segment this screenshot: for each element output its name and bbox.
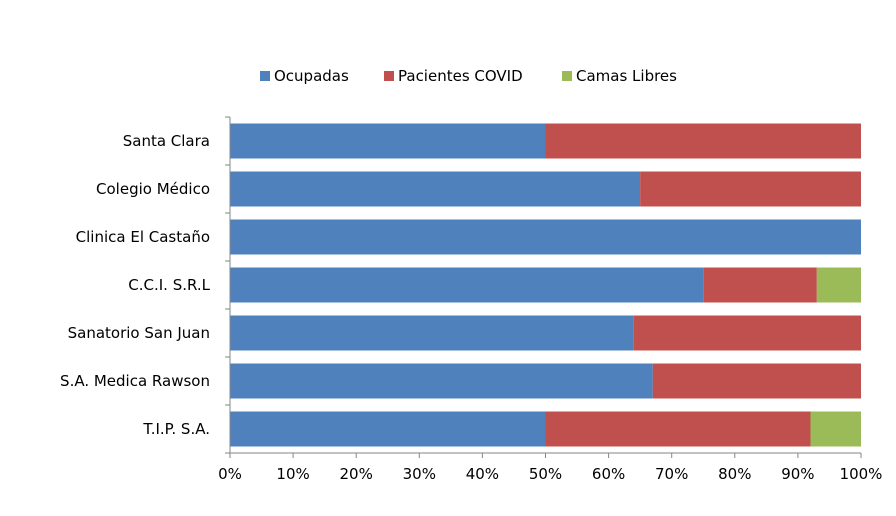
- category-label: S.A. Medica Rawson: [60, 372, 210, 390]
- x-tick-labels: 0% 10% 20% 30% 40% 50% 60% 70% 80% 90% 100%: [218, 465, 882, 483]
- legend-label: Camas Libres: [576, 67, 677, 85]
- x-tick-label: 0%: [218, 465, 242, 483]
- bar-santa-clara-pacientes-covid: [545, 123, 861, 159]
- legend-swatch: [562, 71, 572, 81]
- category-label: Sanatorio San Juan: [68, 324, 210, 342]
- bar-c-c-i-s-r-l-pacientes-covid: [703, 267, 817, 303]
- legend-item-camas-libres: Camas Libres: [562, 67, 677, 85]
- x-tick-label: 60%: [592, 465, 625, 483]
- bar-c-c-i-s-r-l-ocupadas: [230, 267, 704, 303]
- bar-c-c-i-s-r-l-camas-libres: [816, 267, 861, 303]
- bar-s-a-medica-rawson-pacientes-covid: [652, 363, 861, 399]
- x-tick-label: 10%: [276, 465, 309, 483]
- category-label: Colegio Médico: [96, 180, 210, 198]
- x-tick-label: 50%: [529, 465, 562, 483]
- legend-label: Pacientes COVID: [398, 67, 523, 85]
- bars-group: [230, 123, 861, 447]
- category-label: C.C.I. S.R.L: [128, 276, 210, 294]
- bar-sanatorio-san-juan-pacientes-covid: [633, 315, 861, 351]
- category-labels: Santa Clara Colegio Médico Clinica El Cast…: [60, 132, 211, 438]
- bar-colegio-medico-ocupadas: [230, 171, 641, 207]
- legend-item-pacientes-covid: Pacientes COVID: [384, 67, 523, 85]
- bar-s-a-medica-rawson-ocupadas: [230, 363, 653, 399]
- bar-t-i-p-s-a-camas-libres: [810, 411, 861, 447]
- x-tick-label: 70%: [655, 465, 688, 483]
- legend-swatch: [260, 71, 270, 81]
- legend: Ocupadas Pacientes COVID Camas Libres: [260, 67, 677, 85]
- x-tick-label: 20%: [340, 465, 373, 483]
- bar-t-i-p-s-a-ocupadas: [230, 411, 546, 447]
- bar-santa-clara-ocupadas: [230, 123, 546, 159]
- x-tick-label: 90%: [781, 465, 814, 483]
- legend-swatch: [384, 71, 394, 81]
- x-tick-label: 40%: [466, 465, 499, 483]
- legend-item-ocupadas: Ocupadas: [260, 67, 349, 85]
- bar-colegio-medico-pacientes-covid: [640, 171, 861, 207]
- x-tick-label: 100%: [840, 465, 883, 483]
- bar-clinica-el-castano-ocupadas: [230, 219, 861, 255]
- bar-sanatorio-san-juan-ocupadas: [230, 315, 634, 351]
- category-label: Santa Clara: [123, 132, 210, 150]
- category-label: T.I.P. S.A.: [142, 420, 210, 438]
- legend-label: Ocupadas: [274, 67, 349, 85]
- axes-group: [225, 116, 862, 458]
- x-tick-label: 80%: [718, 465, 751, 483]
- category-label: Clinica El Castaño: [76, 228, 210, 246]
- x-tick-label: 30%: [403, 465, 436, 483]
- bar-t-i-p-s-a-pacientes-covid: [545, 411, 811, 447]
